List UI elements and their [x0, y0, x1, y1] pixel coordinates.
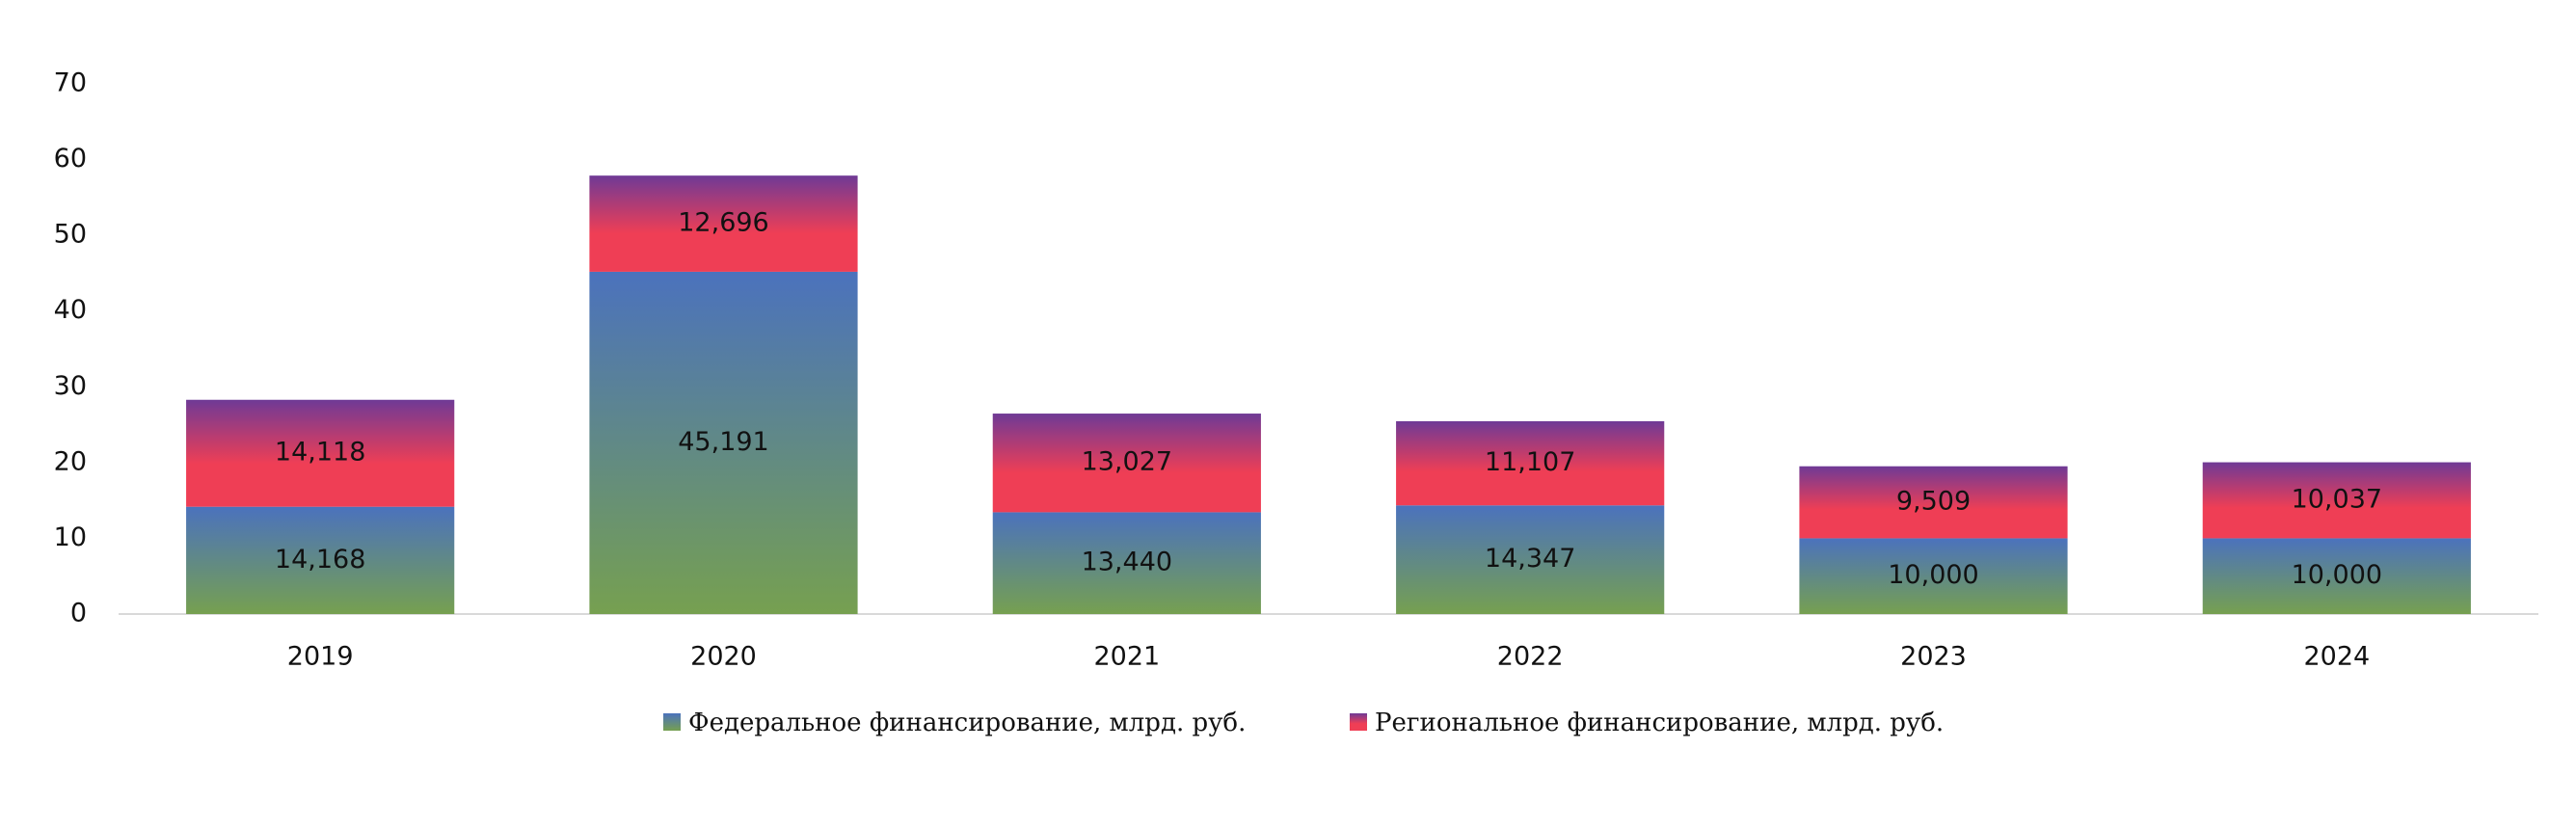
bar-segment — [992, 414, 1261, 513]
legend-swatch — [663, 713, 681, 731]
data-label: 13,440 — [1082, 548, 1172, 577]
bar-segment — [186, 399, 455, 507]
data-label: 12,696 — [678, 208, 768, 238]
data-label: 45,191 — [678, 427, 768, 457]
bar-segment — [2202, 538, 2471, 614]
x-tick-label: 2019 — [287, 642, 354, 672]
data-label: 9,509 — [1896, 487, 1971, 517]
bar-segment — [2202, 462, 2471, 539]
data-label: 11,107 — [1485, 447, 1575, 477]
data-label: 14,347 — [1485, 544, 1575, 574]
bar-segment — [589, 271, 858, 614]
legend-swatch — [1350, 713, 1367, 731]
x-tick-label: 2021 — [1093, 642, 1160, 672]
data-label: 10,000 — [1888, 560, 1978, 590]
y-tick-label: 0 — [70, 599, 87, 628]
legend-text: Федеральное финансирование, млрд. руб. — [688, 709, 1246, 737]
data-label: 10,037 — [2292, 484, 2382, 514]
bar-segment — [992, 512, 1261, 614]
y-tick-label: 20 — [54, 446, 87, 476]
y-tick-label: 30 — [54, 371, 87, 401]
legend-text: Региональное финансирование, млрд. руб. — [1375, 709, 1944, 737]
bar-segment — [1799, 538, 2068, 614]
data-label: 14,118 — [275, 438, 365, 468]
x-tick-label: 2022 — [1497, 642, 1564, 672]
x-tick-label: 2024 — [2303, 642, 2370, 672]
data-label: 14,168 — [275, 545, 365, 575]
bar-segment — [1799, 466, 2068, 539]
x-tick-label: 2020 — [690, 642, 757, 672]
bar-segment — [186, 506, 455, 614]
y-tick-label: 60 — [54, 144, 87, 174]
y-tick-label: 40 — [54, 295, 87, 325]
x-tick-label: 2023 — [1900, 642, 1967, 672]
y-tick-label: 70 — [54, 68, 87, 98]
bar-segment — [1396, 505, 1665, 614]
y-tick-label: 10 — [54, 522, 87, 552]
data-label: 13,027 — [1082, 447, 1172, 477]
bar-segment — [589, 175, 858, 272]
data-label: 10,000 — [2292, 560, 2382, 590]
bar-segment — [1396, 421, 1665, 506]
y-tick-label: 50 — [54, 220, 87, 250]
